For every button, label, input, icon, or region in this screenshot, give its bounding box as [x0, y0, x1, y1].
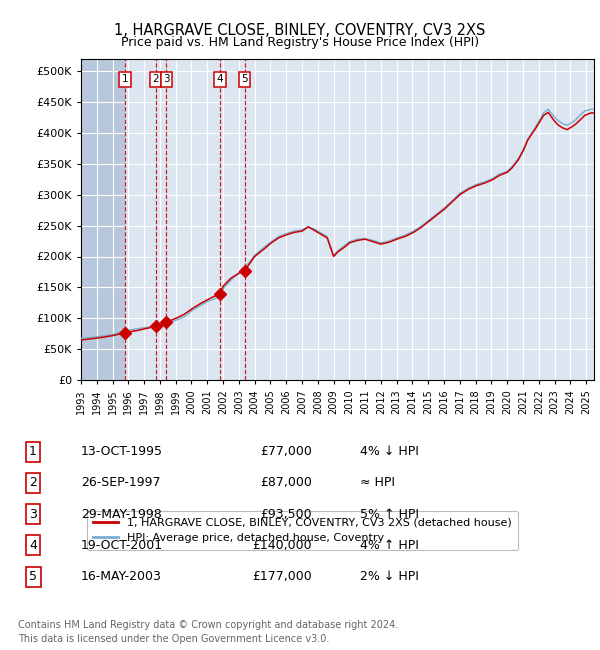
Text: £140,000: £140,000	[253, 539, 312, 552]
Text: 1: 1	[29, 445, 37, 458]
Text: 3: 3	[163, 74, 170, 85]
Text: 26-SEP-1997: 26-SEP-1997	[81, 476, 161, 489]
Text: £177,000: £177,000	[252, 570, 312, 583]
Text: 2% ↓ HPI: 2% ↓ HPI	[360, 570, 419, 583]
Text: 16-MAY-2003: 16-MAY-2003	[81, 570, 162, 583]
Text: 13-OCT-1995: 13-OCT-1995	[81, 445, 163, 458]
Text: 19-OCT-2001: 19-OCT-2001	[81, 539, 163, 552]
Text: 4: 4	[217, 74, 223, 85]
Text: Price paid vs. HM Land Registry's House Price Index (HPI): Price paid vs. HM Land Registry's House …	[121, 36, 479, 49]
Text: £87,000: £87,000	[260, 476, 312, 489]
Text: 4% ↓ HPI: 4% ↓ HPI	[360, 445, 419, 458]
Text: 2: 2	[29, 476, 37, 489]
Text: 5: 5	[29, 570, 37, 583]
Text: 2: 2	[152, 74, 159, 85]
Bar	[81, 58, 125, 380]
Text: 3: 3	[29, 508, 37, 521]
Text: 4: 4	[29, 539, 37, 552]
Text: 29-MAY-1998: 29-MAY-1998	[81, 508, 162, 521]
Text: 4% ↑ HPI: 4% ↑ HPI	[360, 539, 419, 552]
Text: ≈ HPI: ≈ HPI	[360, 476, 395, 489]
Text: Contains HM Land Registry data © Crown copyright and database right 2024.
This d: Contains HM Land Registry data © Crown c…	[18, 620, 398, 644]
Text: 5% ↑ HPI: 5% ↑ HPI	[360, 508, 419, 521]
Text: 5: 5	[241, 74, 248, 85]
Text: £77,000: £77,000	[260, 445, 312, 458]
Legend: 1, HARGRAVE CLOSE, BINLEY, COVENTRY, CV3 2XS (detached house), HPI: Average pric: 1, HARGRAVE CLOSE, BINLEY, COVENTRY, CV3…	[86, 511, 518, 550]
Text: 1: 1	[122, 74, 128, 85]
Text: £93,500: £93,500	[260, 508, 312, 521]
Text: 1, HARGRAVE CLOSE, BINLEY, COVENTRY, CV3 2XS: 1, HARGRAVE CLOSE, BINLEY, COVENTRY, CV3…	[115, 23, 485, 38]
